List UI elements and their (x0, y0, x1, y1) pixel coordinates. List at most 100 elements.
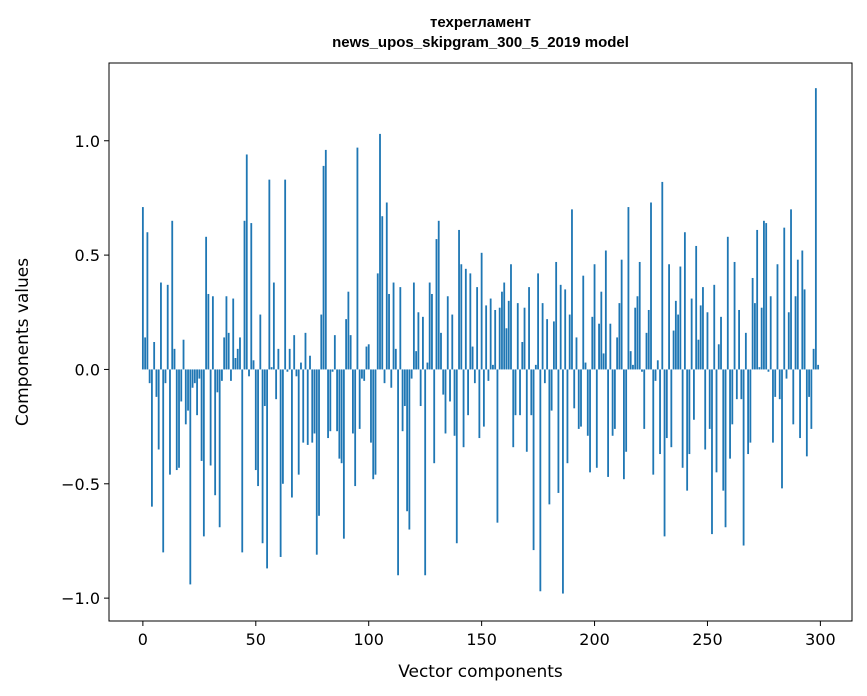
bar (358, 369, 361, 429)
bar (412, 282, 415, 370)
bar (295, 369, 298, 377)
bar (442, 369, 445, 395)
bar (528, 287, 530, 370)
x-tick-label: 50 (246, 630, 266, 649)
bar (277, 348, 280, 370)
bar (715, 369, 718, 473)
bar (735, 369, 738, 400)
bar (322, 165, 325, 370)
bar (686, 369, 689, 491)
bar (239, 337, 241, 370)
bar (810, 369, 813, 429)
plot-frame (108, 62, 853, 622)
bar (209, 369, 212, 466)
bar (616, 337, 619, 370)
bar (347, 291, 350, 370)
bar (157, 369, 160, 450)
bar (530, 369, 533, 416)
bar (801, 250, 804, 370)
bar (333, 335, 336, 370)
bar (489, 298, 492, 370)
y-tick-label: 0.0 (75, 360, 100, 379)
bar (184, 369, 187, 425)
bar (769, 296, 772, 370)
bar (650, 202, 652, 370)
bar (216, 369, 219, 393)
bar (783, 227, 786, 370)
bar (302, 369, 305, 443)
bar (602, 353, 605, 370)
bar (225, 296, 228, 370)
bar (505, 328, 508, 370)
bar (248, 369, 250, 377)
bar (566, 369, 569, 464)
bar (198, 369, 201, 379)
bar (677, 314, 680, 370)
bar (211, 296, 214, 370)
bar (356, 147, 359, 370)
chart-title-line: news_upos_skipgram_300_5_2019 model (332, 34, 629, 51)
chart-title: техрегламент news_upos_skipgram_300_5_201… (332, 14, 629, 51)
bar (609, 323, 612, 370)
bar (747, 369, 750, 455)
bar (620, 259, 623, 370)
bar (250, 223, 253, 370)
bar (431, 293, 433, 370)
bar (559, 284, 562, 370)
bar (426, 362, 429, 370)
bar (568, 314, 571, 370)
bar (604, 250, 607, 370)
bar (724, 369, 727, 528)
bar (223, 337, 226, 370)
bar (580, 369, 582, 427)
bar (162, 369, 165, 553)
bar (291, 369, 293, 498)
bar (379, 133, 381, 370)
bar (600, 291, 603, 370)
bar (693, 369, 695, 420)
x-axis: 0 50 100 150 200 250 300 (138, 621, 836, 649)
bar (349, 335, 352, 370)
bar (187, 369, 189, 411)
bar (252, 360, 255, 370)
bar (589, 369, 591, 473)
bar (498, 307, 501, 370)
bar (695, 245, 698, 370)
x-tick-label: 150 (466, 630, 497, 649)
bar (496, 369, 499, 523)
bar (704, 369, 707, 450)
y-tick-label: −0.5 (61, 475, 100, 494)
bar (281, 369, 284, 484)
bar (731, 369, 734, 425)
bar (243, 220, 246, 370)
bar (503, 282, 506, 370)
bar (751, 277, 754, 370)
bar (586, 369, 589, 436)
bar (370, 369, 372, 443)
bar (494, 309, 497, 370)
bar (584, 362, 587, 370)
bar (577, 369, 580, 429)
bar (417, 312, 420, 370)
bar (625, 369, 628, 452)
bar (467, 369, 469, 416)
bar (699, 305, 702, 370)
bar (460, 264, 463, 370)
bar (817, 364, 820, 370)
bar (406, 369, 409, 512)
bar (365, 346, 368, 370)
bar (361, 369, 363, 379)
bar (607, 369, 609, 477)
bar (275, 369, 278, 400)
bar (342, 369, 345, 539)
bar (571, 209, 573, 370)
bar (593, 264, 596, 370)
bar (182, 339, 185, 370)
bar (763, 220, 765, 370)
bar (315, 369, 318, 555)
bar (645, 332, 648, 370)
bar (636, 296, 639, 370)
bar (144, 337, 147, 370)
bar (388, 293, 390, 370)
bar (327, 369, 329, 439)
